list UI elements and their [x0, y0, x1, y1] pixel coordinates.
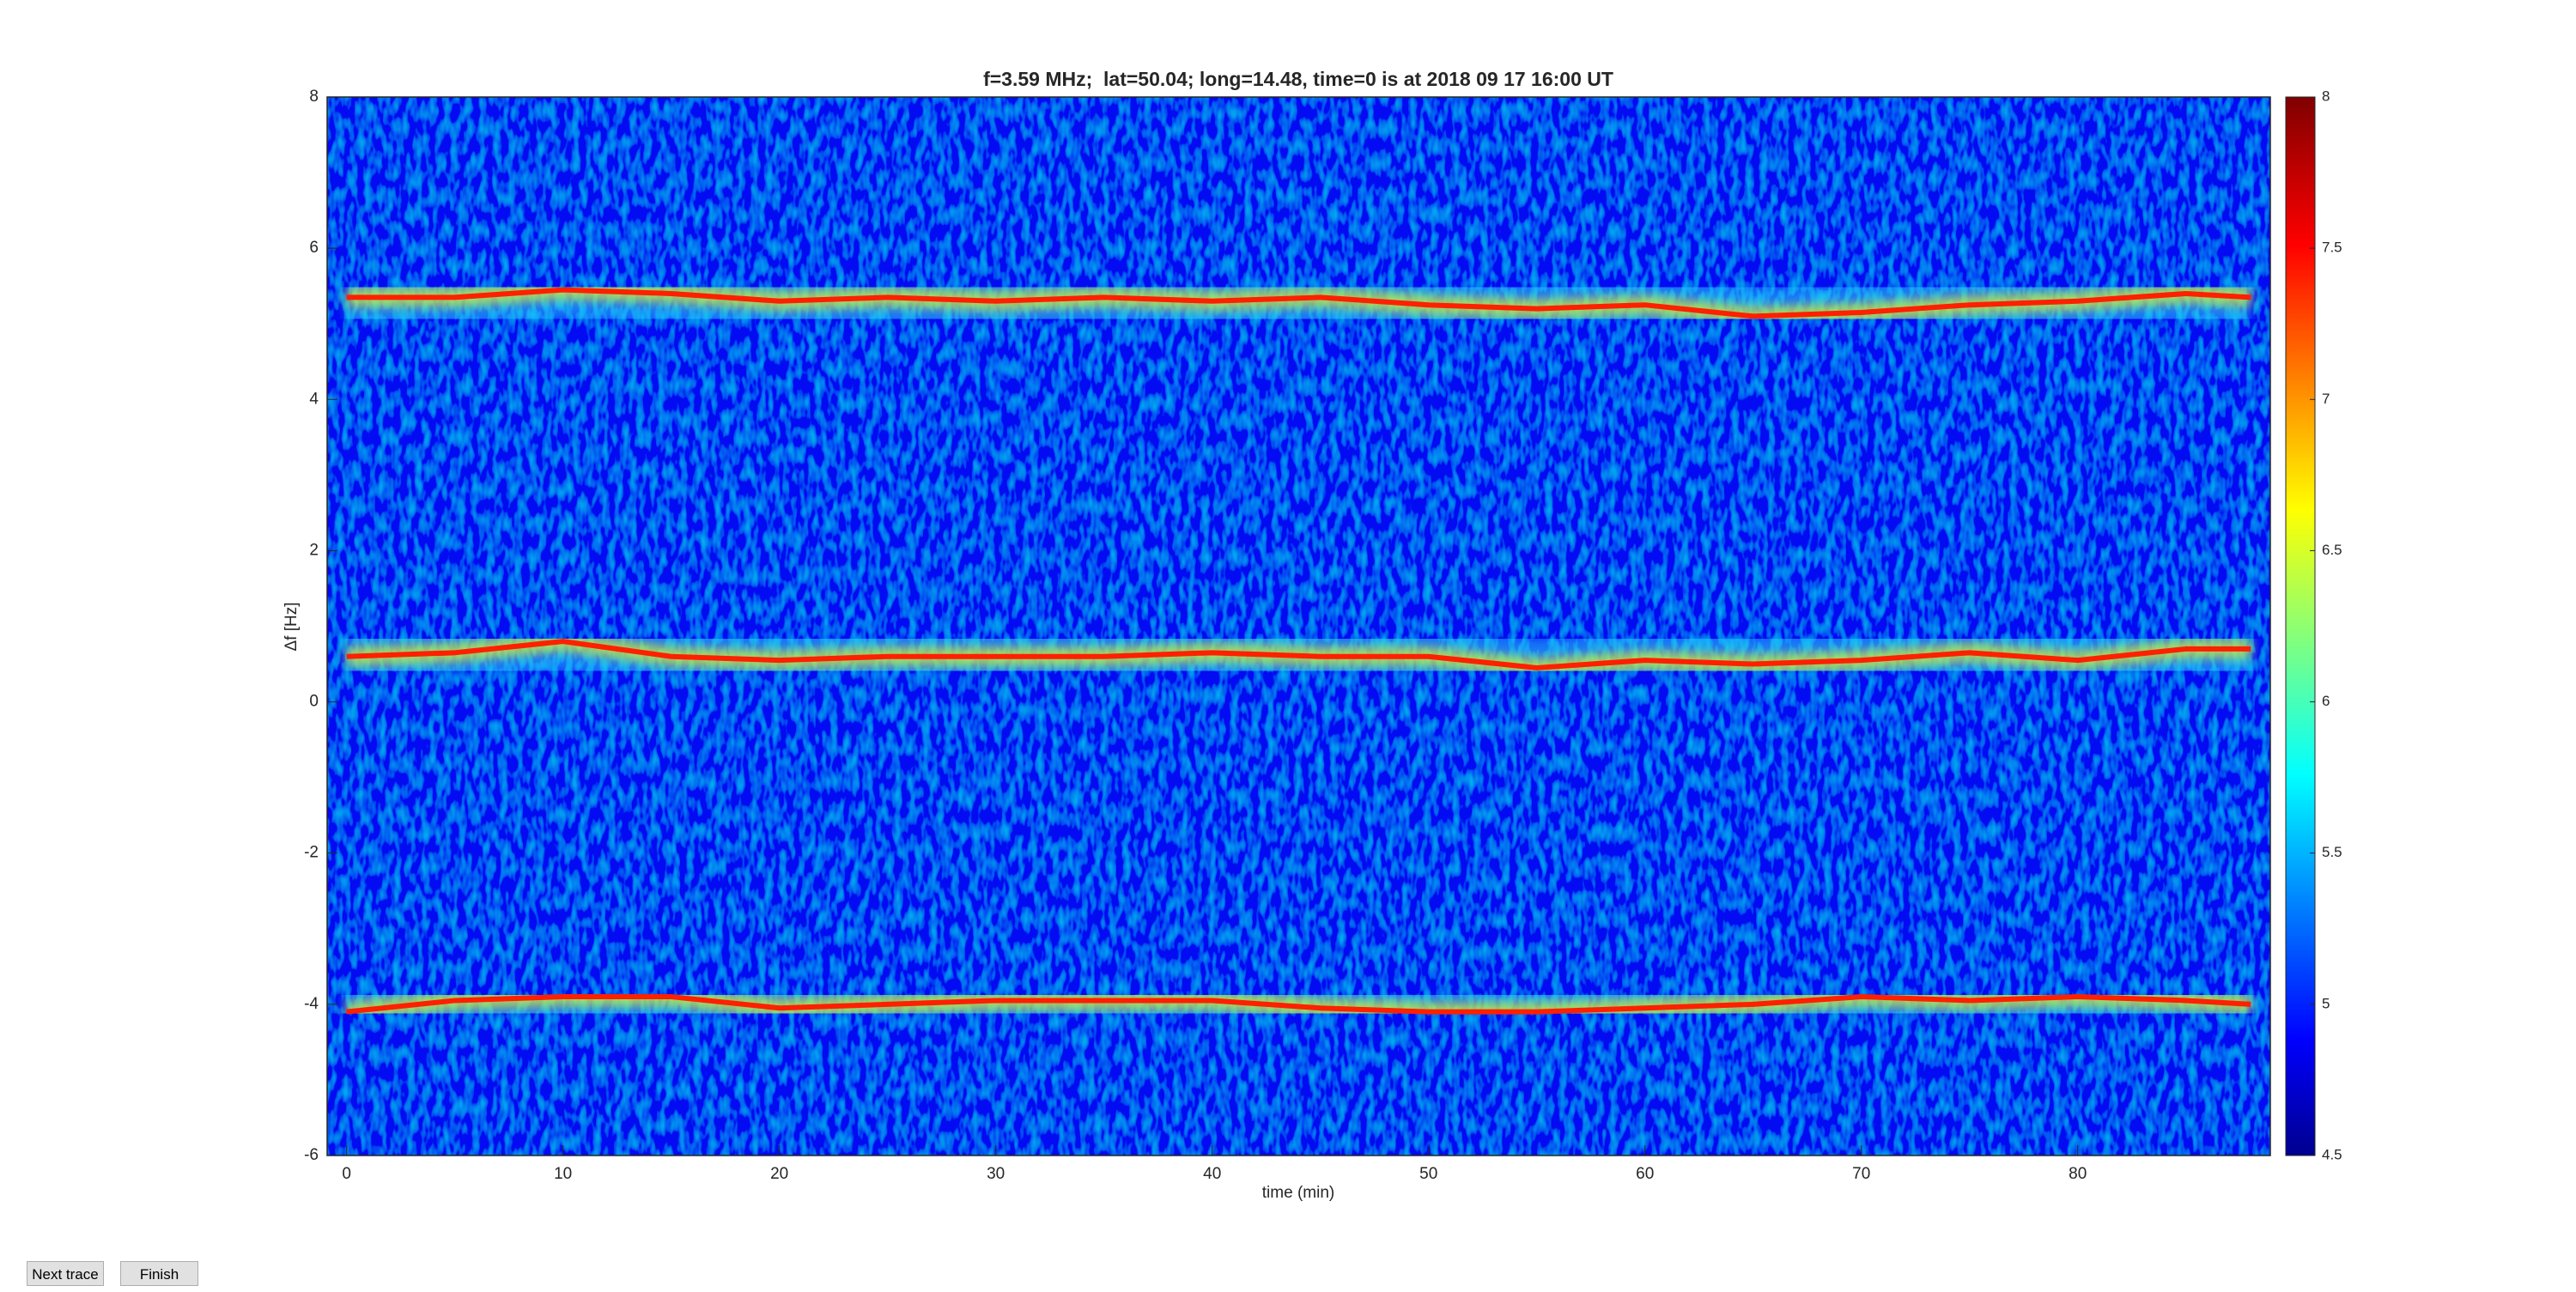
plot-frame: [326, 96, 2271, 1156]
colorbar-tick-label: 6: [2322, 693, 2330, 709]
x-tick-label: 80: [2069, 1165, 2087, 1183]
colorbar-tick-label: 7: [2322, 391, 2330, 407]
chart-title: f=3.59 MHz; lat=50.04; long=14.48, time=…: [983, 68, 1613, 90]
y-tick-label: 6: [309, 239, 319, 257]
finish-button[interactable]: Finish: [120, 1261, 198, 1286]
colorbar-tick-label: 8: [2322, 88, 2330, 104]
x-tick-label: 60: [1636, 1165, 1654, 1183]
y-tick-label: 8: [309, 88, 319, 106]
x-tick-label: 70: [1852, 1165, 1870, 1183]
x-tick-label: 40: [1203, 1165, 1221, 1183]
x-tick-label: 50: [1419, 1165, 1437, 1183]
x-tick-label: 10: [554, 1165, 572, 1183]
colorbar-tick-label: 4.5: [2322, 1146, 2342, 1162]
y-tick-label: 4: [309, 390, 319, 408]
y-tick-label: -4: [304, 995, 319, 1013]
y-tick-label: -6: [304, 1146, 319, 1164]
y-tick-label: -2: [304, 844, 319, 862]
x-tick-label: 30: [987, 1165, 1005, 1183]
x-tick-label: 20: [770, 1165, 788, 1183]
plot-area: [327, 97, 2270, 1156]
x-tick-label: 0: [342, 1165, 351, 1183]
trace: [346, 287, 2251, 319]
colorbar-tick-label: 5.5: [2322, 844, 2342, 860]
next-trace-button[interactable]: Next trace: [27, 1261, 104, 1286]
colorbar-tick-label: 6.5: [2322, 542, 2342, 558]
colorbar-tick-label: 5: [2322, 995, 2330, 1011]
trace: [346, 639, 2251, 670]
y-tick-label: 0: [309, 693, 319, 711]
x-axis-label: time (min): [1262, 1184, 1334, 1202]
colorbar: [2285, 96, 2316, 1156]
trace: [346, 994, 2251, 1015]
y-tick-label: 2: [309, 541, 319, 559]
figure: f=3.59 MHz; lat=50.04; long=14.48, time=…: [283, 68, 2342, 1202]
colorbar-tick-label: 7.5: [2322, 240, 2342, 256]
y-axis-label: Δf [Hz]: [283, 602, 301, 651]
